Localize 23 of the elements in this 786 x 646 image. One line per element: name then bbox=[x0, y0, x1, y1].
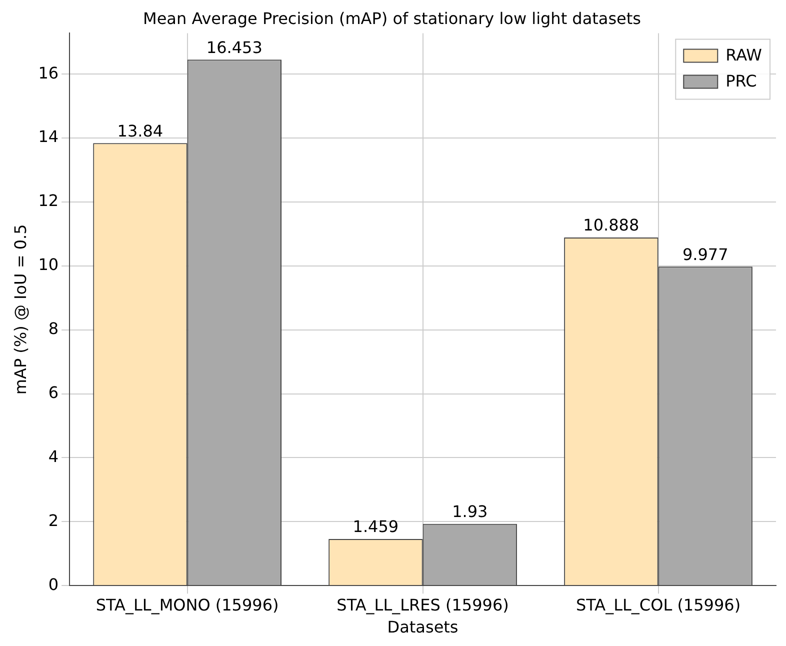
y-tick-label: 0 bbox=[48, 574, 59, 594]
y-tick-label: 16 bbox=[38, 63, 59, 82]
y-tick-label: 10 bbox=[38, 255, 59, 274]
data-label: 9.977 bbox=[682, 244, 728, 264]
data-label: 13.84 bbox=[117, 121, 164, 140]
y-tick-label: 12 bbox=[38, 191, 59, 210]
x-tick-label: STA_LL_LRES (15996) bbox=[336, 595, 509, 614]
x-tick-label: STA_LL_COL (15996) bbox=[576, 595, 741, 614]
legend-label: RAW bbox=[726, 45, 762, 64]
y-tick-label: 4 bbox=[48, 446, 59, 466]
y-tick-label: 2 bbox=[48, 510, 59, 530]
chart-title: Mean Average Precision (mAP) of stationary low light datasets bbox=[143, 8, 641, 28]
x-axis-title: Datasets bbox=[387, 618, 458, 637]
data-label: 1.459 bbox=[352, 517, 399, 536]
x-tick-label: STA_LL_MONO (15996) bbox=[96, 595, 279, 614]
y-tick-label: 14 bbox=[38, 127, 59, 146]
legend-label: PRC bbox=[726, 71, 757, 90]
data-label: 16.453 bbox=[206, 38, 262, 57]
y-tick-label: 6 bbox=[48, 382, 59, 402]
y-tick-label: 8 bbox=[48, 319, 59, 338]
y-axis-title: mAP (%) @ IoU = 0.5 bbox=[10, 224, 30, 395]
data-label: 1.93 bbox=[452, 502, 488, 522]
data-label: 10.888 bbox=[583, 216, 640, 235]
